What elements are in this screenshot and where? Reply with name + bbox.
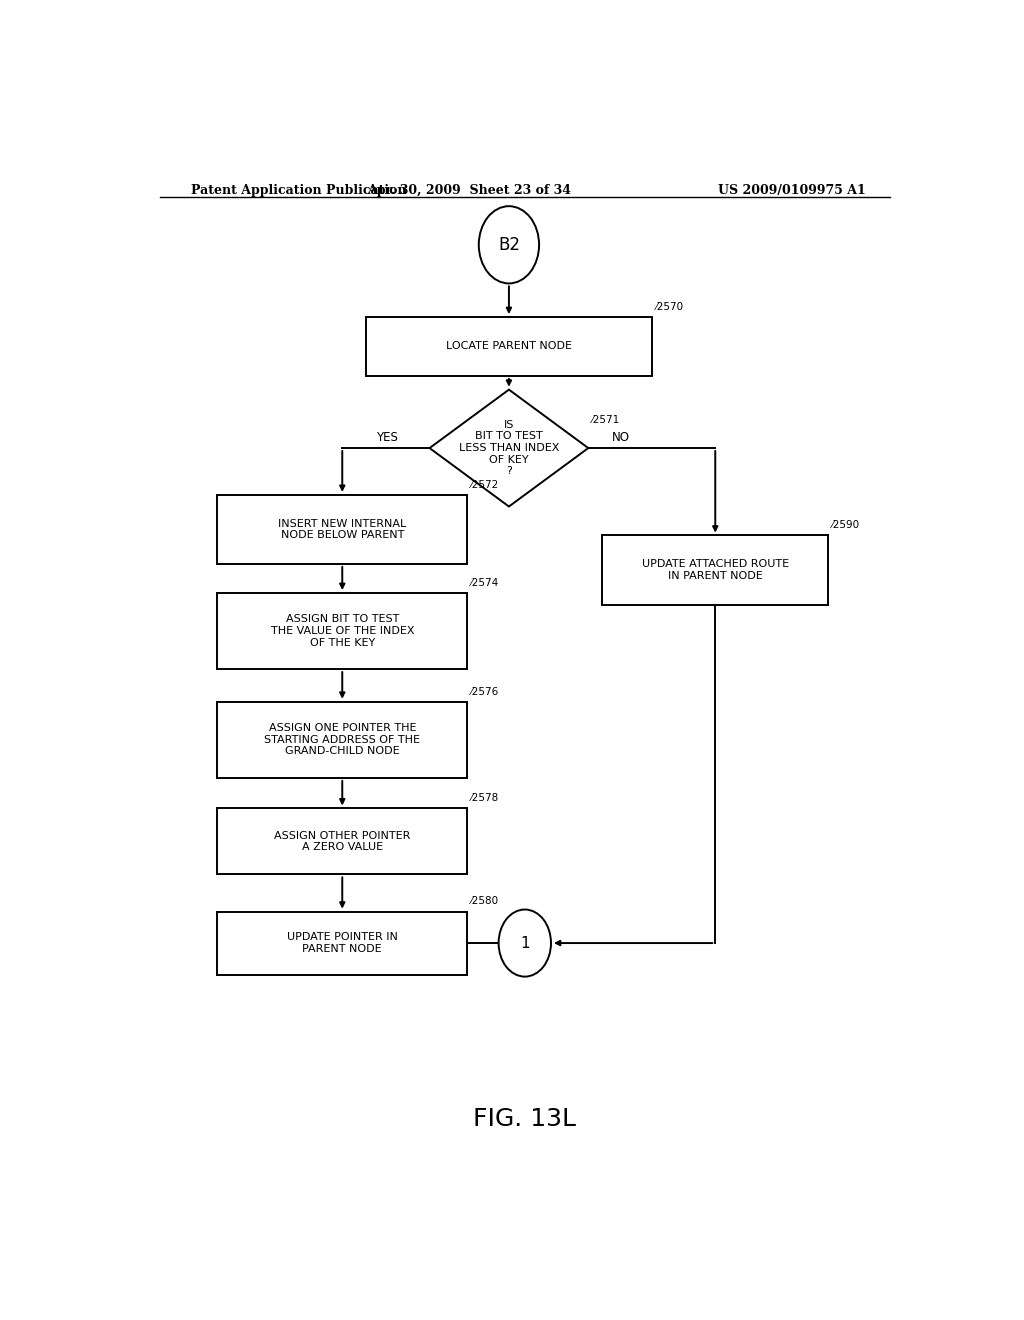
Text: NO: NO <box>612 432 630 445</box>
Bar <box>217 912 467 974</box>
Bar <box>217 808 467 874</box>
Text: ASSIGN ONE POINTER THE
STARTING ADDRESS OF THE
GRAND-CHILD NODE: ASSIGN ONE POINTER THE STARTING ADDRESS … <box>264 723 420 756</box>
Text: Patent Application Publication: Patent Application Publication <box>191 183 407 197</box>
Text: UPDATE ATTACHED ROUTE
IN PARENT NODE: UPDATE ATTACHED ROUTE IN PARENT NODE <box>642 560 788 581</box>
Bar <box>217 593 467 669</box>
Circle shape <box>479 206 539 284</box>
Text: INSERT NEW INTERNAL
NODE BELOW PARENT: INSERT NEW INTERNAL NODE BELOW PARENT <box>279 519 407 540</box>
Text: ⁄2576: ⁄2576 <box>471 686 500 697</box>
Text: UPDATE POINTER IN
PARENT NODE: UPDATE POINTER IN PARENT NODE <box>287 932 397 954</box>
Text: ASSIGN BIT TO TEST
THE VALUE OF THE INDEX
OF THE KEY: ASSIGN BIT TO TEST THE VALUE OF THE INDE… <box>270 614 414 648</box>
Text: ⁄2574: ⁄2574 <box>471 578 500 587</box>
Bar <box>217 495 467 564</box>
Text: B2: B2 <box>498 236 520 253</box>
Text: ⁄2572: ⁄2572 <box>471 479 500 490</box>
Text: YES: YES <box>376 432 397 445</box>
Text: ⁄2570: ⁄2570 <box>655 302 684 312</box>
Polygon shape <box>430 389 588 507</box>
Text: ⁄2578: ⁄2578 <box>471 793 500 804</box>
Bar <box>217 702 467 777</box>
Text: 1: 1 <box>520 936 529 950</box>
Text: ⁄2590: ⁄2590 <box>833 520 860 531</box>
Text: ⁄2571: ⁄2571 <box>592 414 621 425</box>
Bar <box>367 317 651 376</box>
Text: IS
BIT TO TEST
LESS THAN INDEX
OF KEY
?: IS BIT TO TEST LESS THAN INDEX OF KEY ? <box>459 420 559 477</box>
Text: Apr. 30, 2009  Sheet 23 of 34: Apr. 30, 2009 Sheet 23 of 34 <box>368 183 571 197</box>
Text: FIG. 13L: FIG. 13L <box>473 1107 577 1131</box>
Text: US 2009/0109975 A1: US 2009/0109975 A1 <box>718 183 866 197</box>
Text: ⁄2580: ⁄2580 <box>471 896 500 907</box>
Text: LOCATE PARENT NODE: LOCATE PARENT NODE <box>445 342 572 351</box>
Bar <box>602 536 828 605</box>
Text: ASSIGN OTHER POINTER
A ZERO VALUE: ASSIGN OTHER POINTER A ZERO VALUE <box>274 830 411 853</box>
Circle shape <box>499 909 551 977</box>
